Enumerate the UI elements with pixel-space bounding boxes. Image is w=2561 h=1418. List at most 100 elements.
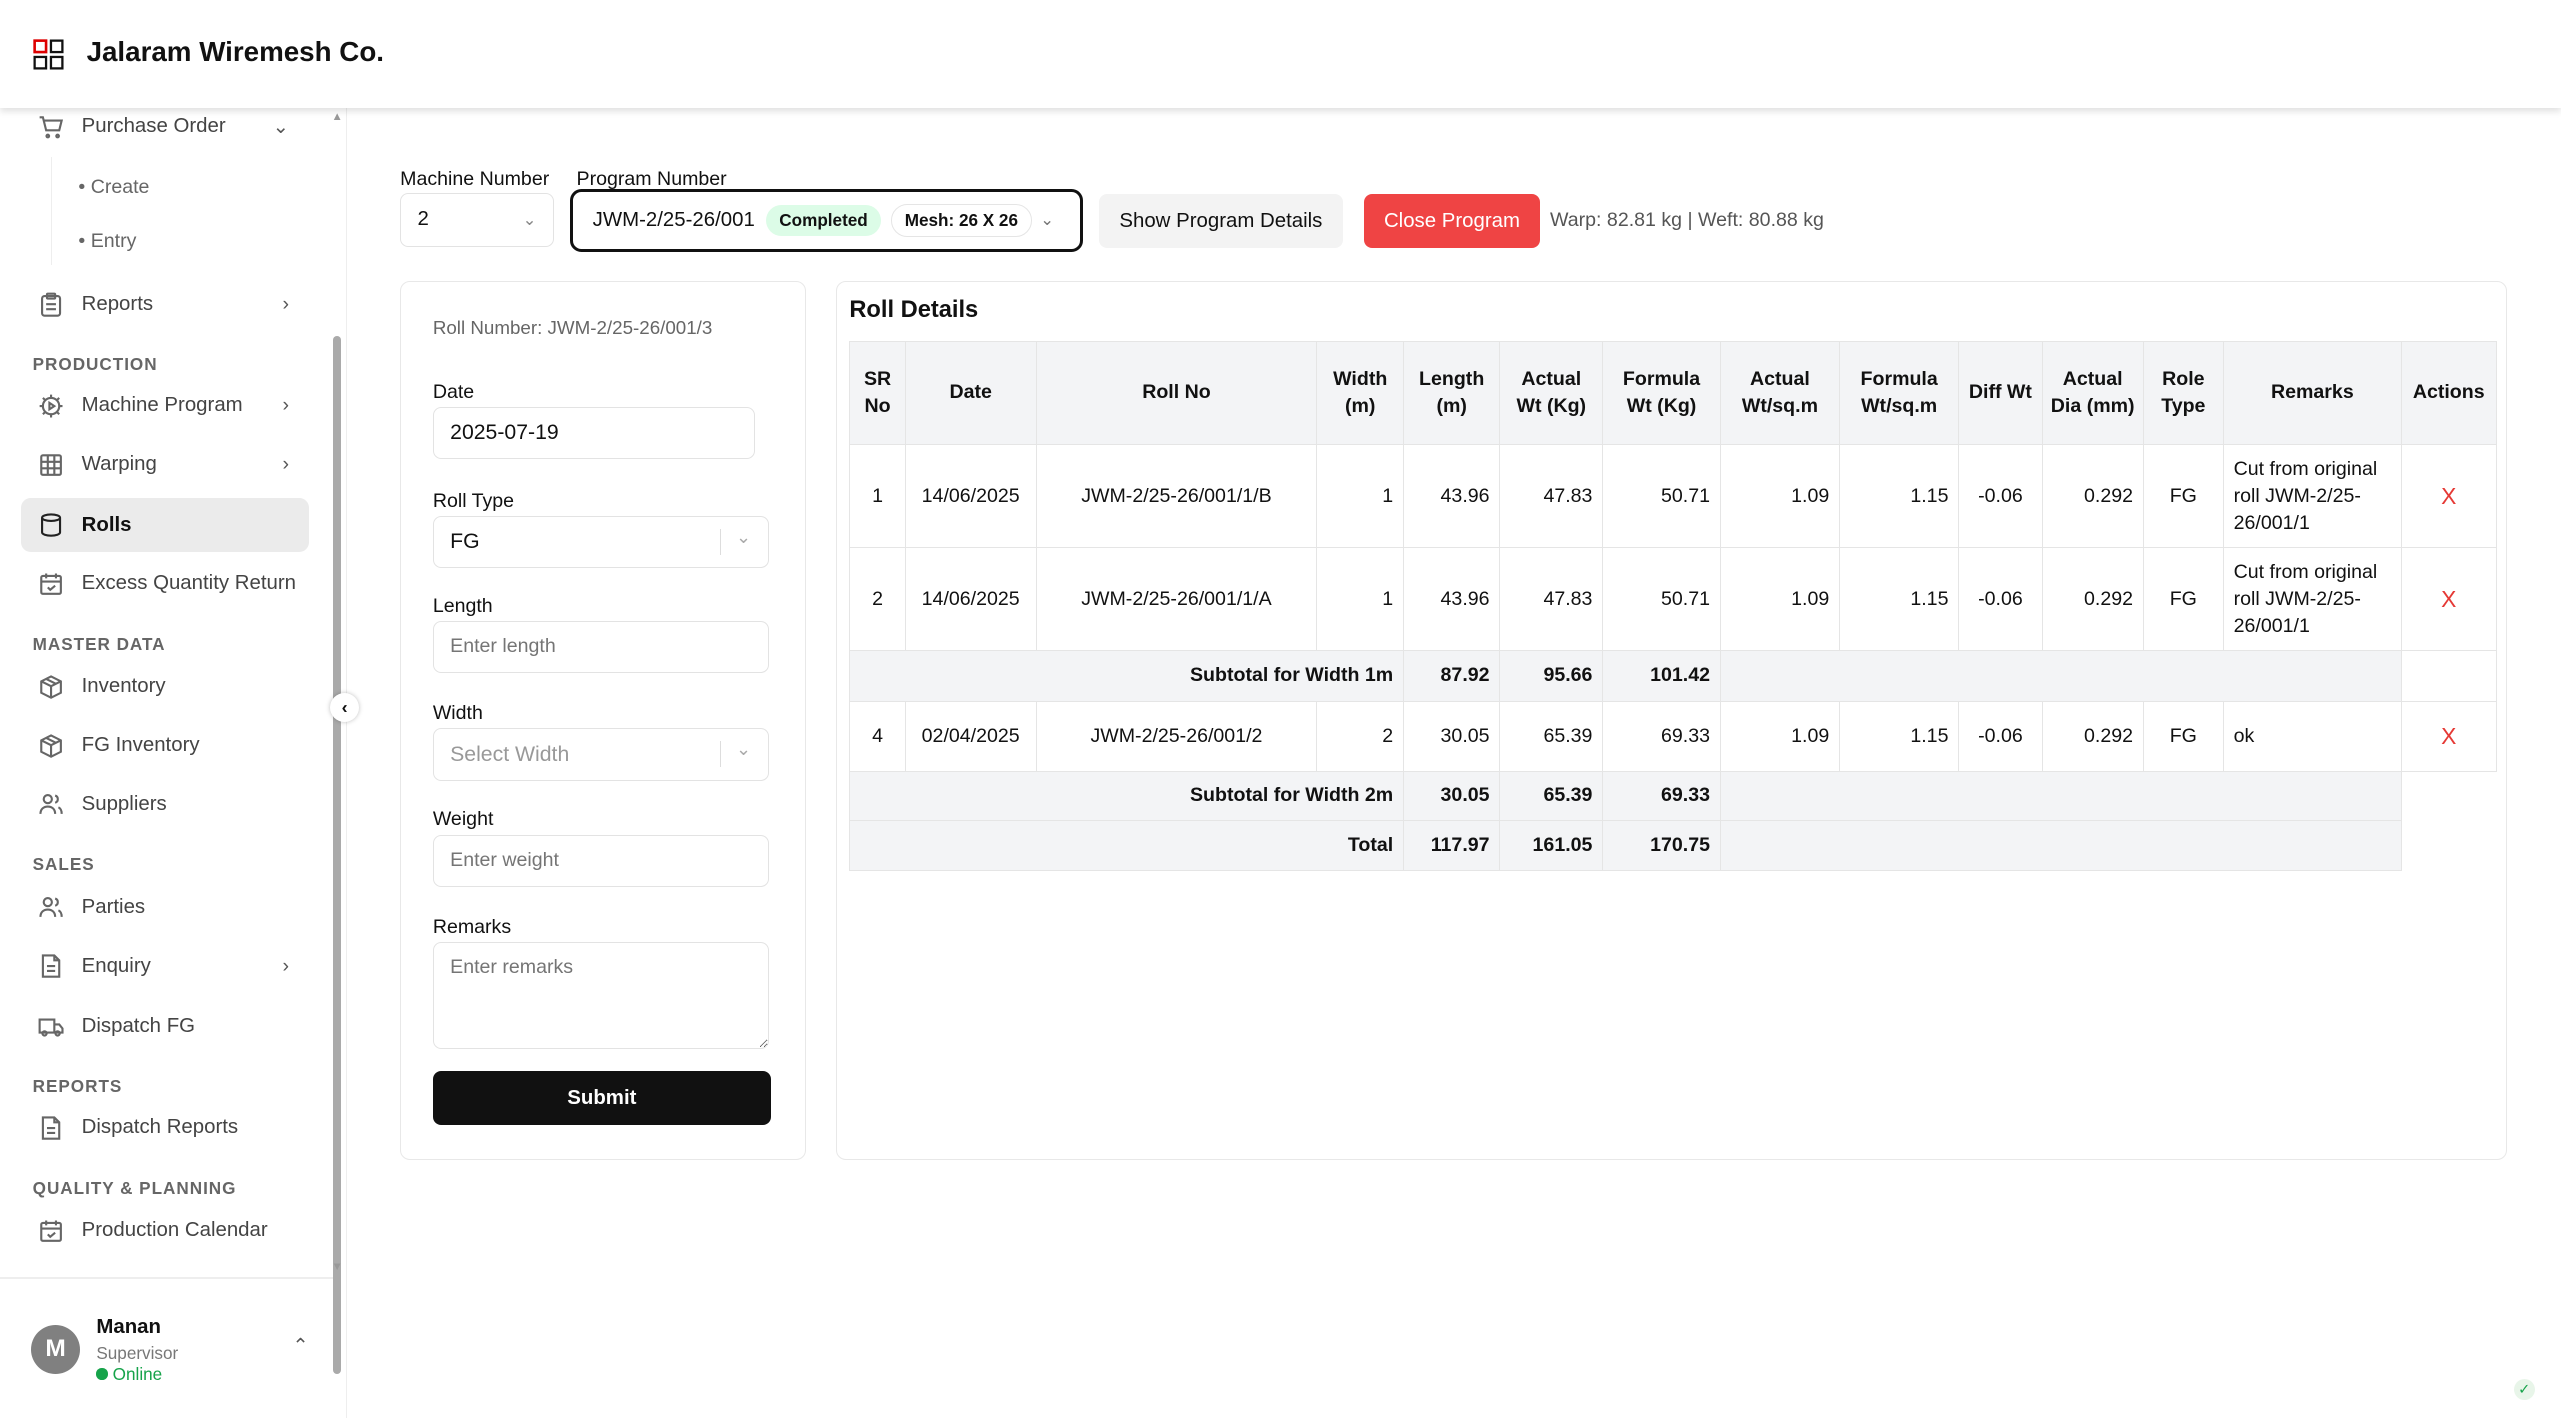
table-cell: FG <box>2142 547 2224 652</box>
program-number-select[interactable]: JWM-2/25-26/001 Completed Mesh: 26 X 26 … <box>570 189 1083 252</box>
column-header: Width (m) <box>1316 341 1404 446</box>
program-number-label: Program Number <box>576 168 727 191</box>
width-label: Width <box>432 702 483 725</box>
show-program-details-button[interactable]: Show Program Details <box>1099 194 1343 249</box>
table-cell: JWM-2/25-26/001/2 <box>1035 700 1318 772</box>
delete-row-button[interactable]: X <box>2400 547 2497 652</box>
table-cell: 0.292 <box>2041 444 2144 549</box>
sidebar-item-inventory[interactable]: Inventory <box>21 660 308 714</box>
sidebar-item-machine-program[interactable]: Machine Program › <box>21 379 308 433</box>
sidebar-subitem-create[interactable]: • Create <box>78 176 150 199</box>
date-label: Date <box>432 380 475 403</box>
user-status-label: Online <box>112 1363 163 1384</box>
user-status: Online <box>96 1364 162 1385</box>
file-text-icon <box>38 1115 64 1141</box>
box-icon <box>38 733 64 759</box>
sidebar-item-production-calendar[interactable]: Production Calendar <box>21 1204 308 1258</box>
section-production: PRODUCTION <box>32 354 158 375</box>
box-icon <box>38 674 64 700</box>
sidebar-item-warping[interactable]: Warping › <box>21 438 308 492</box>
roll-type-select[interactable]: FG ⌄ <box>432 516 770 569</box>
sidebar-item-label: Machine Program <box>81 394 243 417</box>
subtotal-row: Subtotal for Width 2m 30.05 65.39 69.33 <box>849 770 2497 821</box>
sidebar-item-parties[interactable]: Parties <box>21 880 308 934</box>
sidebar-subitem-label: Entry <box>90 230 137 253</box>
truck-icon <box>38 1013 64 1039</box>
sidebar-item-label: Inventory <box>81 675 166 698</box>
subtotal-value: 95.66 <box>1499 650 1604 702</box>
table-cell: 1.15 <box>1839 547 1960 652</box>
table-cell: 43.96 <box>1402 444 1501 549</box>
scroll-down-icon[interactable]: ▼ <box>331 1260 343 1273</box>
logo-icon <box>32 39 64 70</box>
table-row: 1 14/06/2025 JWM-2/25-26/001/1/B 1 43.96 47.8… <box>849 444 2497 549</box>
submit-button[interactable]: Submit <box>432 1071 771 1126</box>
status-badge: Completed <box>766 205 881 236</box>
chevron-right-icon: › <box>282 394 290 417</box>
subtotal-value: 117.97 <box>1402 819 1501 872</box>
user-role: Supervisor <box>96 1342 179 1363</box>
sidebar-item-label: Reports <box>81 293 154 316</box>
subtotal-value: 87.92 <box>1402 650 1501 702</box>
table-cell: 50.71 <box>1602 547 1721 652</box>
sidebar-item-excess-quantity-return[interactable]: Excess Quantity Return <box>21 557 308 611</box>
warp-weft-info: Warp: 82.81 kg | Weft: 80.88 kg <box>1550 209 1824 232</box>
sidebar-subitem-label: Create <box>90 176 150 199</box>
table-cell: 1.09 <box>1719 444 1841 549</box>
machine-number-value: 2 <box>417 208 429 231</box>
gear-play-icon <box>38 393 64 419</box>
table-cell: Cut from original roll JWM-2/25-26/001/1 <box>2222 547 2402 652</box>
user-menu[interactable]: M Manan Supervisor Online ⌃ <box>0 1298 333 1396</box>
sidebar-item-label: FG Inventory <box>81 734 200 757</box>
table-cell: 2 <box>1316 700 1404 772</box>
chevron-up-icon: ⌃ <box>292 1335 309 1358</box>
sidebar-item-rolls[interactable]: Rolls <box>21 498 309 553</box>
sidebar-item-purchase-order[interactable]: Purchase Order ⌄ <box>21 100 308 154</box>
close-program-button[interactable]: Close Program <box>1363 194 1541 249</box>
weight-input[interactable] <box>432 834 770 887</box>
total-row: Total 117.97 161.05 170.75 <box>849 819 2497 872</box>
sidebar-item-dispatch-fg[interactable]: Dispatch FG <box>21 1000 308 1054</box>
cart-icon <box>38 114 64 140</box>
scroll-up-icon[interactable]: ▲ <box>331 111 343 124</box>
roll-details-title: Roll Details <box>849 297 979 324</box>
delete-row-button[interactable]: X <box>2400 444 2497 549</box>
delete-row-button[interactable]: X <box>2400 700 2497 772</box>
subtotal-label: Subtotal for Width 1m <box>849 650 1404 702</box>
users-icon <box>38 791 64 817</box>
table-cell: 0.292 <box>2041 700 2144 772</box>
table-cell: 1 <box>1316 547 1404 652</box>
table-cell: 69.33 <box>1602 700 1721 772</box>
sidebar-item-fg-inventory[interactable]: FG Inventory <box>21 719 308 773</box>
table-cell: 30.05 <box>1402 700 1501 772</box>
app-title: Jalaram Wiremesh Co. <box>86 35 384 67</box>
chevron-down-icon: ⌄ <box>735 739 752 760</box>
chevron-right-icon: › <box>282 293 290 316</box>
column-header: Actual Wt/sq.m <box>1719 341 1841 446</box>
sidebar-item-label: Production Calendar <box>81 1219 268 1242</box>
sidebar-scrollbar[interactable] <box>333 336 342 1374</box>
sidebar-subitem-entry[interactable]: • Entry <box>78 230 137 253</box>
column-header: Role Type <box>2142 341 2224 446</box>
column-header: Roll No <box>1035 341 1318 446</box>
users-icon <box>38 894 64 920</box>
sidebar: ▲ ▼ <box>0 107 348 1418</box>
subtotal-label: Total <box>849 819 1404 872</box>
sidebar-item-enquiry[interactable]: Enquiry › <box>21 939 308 993</box>
collapse-sidebar-button[interactable]: ‹ <box>329 692 360 722</box>
date-input[interactable]: 2025-07-19 <box>432 406 755 459</box>
table-cell: 47.83 <box>1499 547 1604 652</box>
column-header: Actual Wt (Kg) <box>1499 341 1604 446</box>
warp-weight: Warp: 82.81 kg <box>1550 209 1683 232</box>
sidebar-item-dispatch-reports[interactable]: Dispatch Reports <box>21 1101 308 1155</box>
length-input[interactable] <box>432 620 770 673</box>
sidebar-item-reports[interactable]: Reports › <box>21 278 308 332</box>
sidebar-item-label: Rolls <box>81 513 132 536</box>
database-icon <box>38 512 64 538</box>
remarks-textarea[interactable] <box>432 942 770 1049</box>
roll-details-table: SR No Date Roll No Width (m) Length (m) Actua… <box>849 341 2497 872</box>
clipboard-icon <box>38 292 64 318</box>
width-select[interactable]: Select Width ⌄ <box>432 728 770 781</box>
machine-number-select[interactable]: 2 ⌄ <box>400 192 554 247</box>
sidebar-item-suppliers[interactable]: Suppliers <box>21 777 308 831</box>
